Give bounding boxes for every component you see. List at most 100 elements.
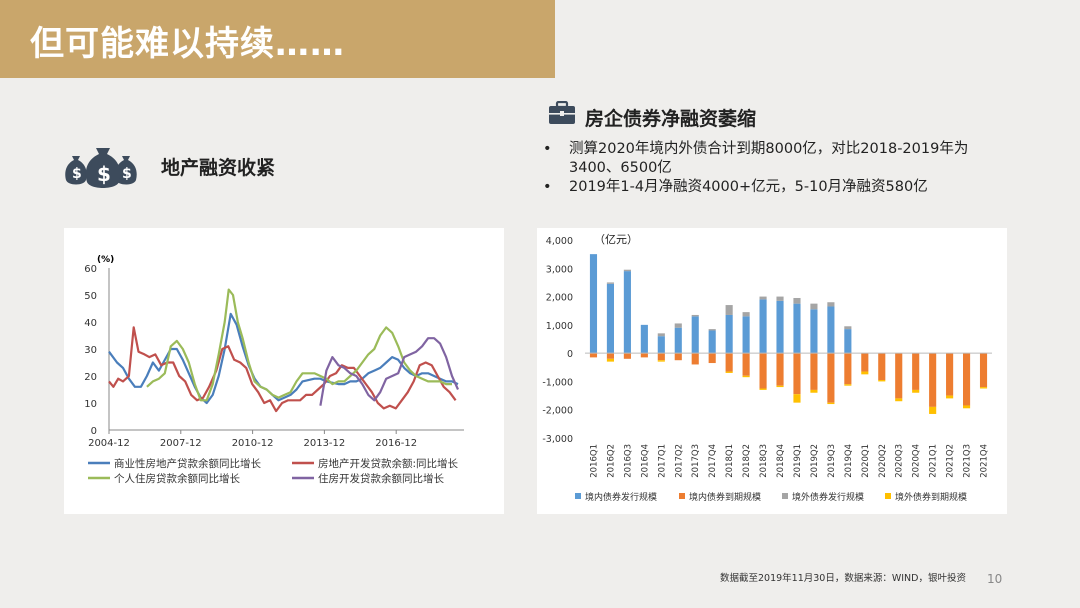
bar-segment	[742, 312, 750, 317]
x-tick-label: 2017Q1	[657, 444, 667, 478]
bar-segment	[979, 387, 988, 389]
bar-segment	[725, 314, 733, 354]
legend-label: 个人住房贷款余额同比增长	[114, 472, 240, 485]
x-tick-label: 2021Q2	[946, 444, 956, 478]
bar-segment	[810, 303, 818, 310]
bar-segment	[691, 353, 699, 365]
y-tick-label: -1,000	[542, 377, 573, 388]
bullet-marker: •	[543, 141, 552, 157]
bar-segment	[946, 353, 954, 396]
bar-segment	[895, 353, 903, 399]
legend-swatch	[782, 493, 788, 499]
x-tick-label: 2007-12	[160, 438, 202, 449]
y-tick-label: 60	[84, 264, 97, 275]
bar-segment	[691, 314, 699, 317]
bar-segment	[606, 353, 614, 359]
x-tick-label: 2004-12	[88, 438, 130, 449]
bar-segment	[725, 371, 733, 373]
bar-segment	[844, 326, 852, 330]
title-bar: 但可能难以持续……	[0, 0, 555, 78]
bar-segment	[844, 353, 852, 385]
legend-label: 住房开发贷款余额同比增长	[318, 472, 444, 485]
legend-label: 境外债券到期规模	[895, 491, 967, 503]
series-line	[146, 288, 452, 402]
series-line	[108, 312, 459, 405]
x-tick-label: 2016Q4	[640, 444, 650, 478]
legend-label: 境内债券到期规模	[689, 491, 761, 503]
list-item: • 2019年1-4月净融资4000+亿元，5-10月净融资580亿	[543, 178, 1013, 197]
bar-segment	[742, 316, 750, 354]
bar-segment	[810, 389, 818, 393]
y-tick-label: 10	[84, 399, 97, 410]
bar-segment	[776, 385, 784, 388]
bar-segment	[742, 353, 750, 376]
svg-text:$: $	[72, 166, 82, 182]
bar-segment	[827, 302, 835, 307]
bar-segment	[623, 271, 631, 354]
bar-segment	[657, 333, 665, 337]
x-tick-label: 2018Q4	[776, 444, 786, 478]
svg-text:$: $	[122, 166, 132, 182]
bar-segment	[759, 299, 767, 354]
y-tick-label: 0	[567, 349, 573, 360]
bar-segment	[827, 353, 835, 403]
bond-financing-chart-svg: -3,000 -2,000 -1,000 0 1,000 2,000 3,000 4,000 （…	[542, 233, 992, 503]
bar-segment	[589, 353, 598, 358]
bar-segment	[912, 353, 920, 390]
page-number: 10	[987, 572, 1003, 586]
bar-segment	[810, 309, 818, 354]
x-tick-label: 2010-12	[232, 438, 274, 449]
bar-segment	[963, 353, 971, 406]
bar-segment	[793, 353, 801, 395]
briefcase-icon	[549, 101, 575, 124]
page-title: 但可能难以持续……	[30, 24, 345, 64]
x-tick-label: 2016-12	[375, 438, 417, 449]
bar-segment	[861, 353, 869, 372]
bar-segment	[674, 327, 682, 354]
loan-growth-chart-svg: (%) 0 10 20 30 40 50 60 2004-12 2007-12 2010-12 201…	[84, 255, 464, 485]
y-tick-label: 4,000	[546, 236, 573, 247]
bar-segment	[844, 384, 852, 386]
legend-label: 商业性房地产贷款余额同比增长	[114, 457, 261, 470]
x-tick-label: 2019Q4	[844, 444, 854, 478]
bar-segment	[793, 303, 801, 354]
legend-label: 境内债券发行规模	[585, 491, 657, 503]
bar-segment	[963, 405, 971, 409]
bar-segment	[759, 296, 767, 300]
bar-segment	[946, 395, 954, 399]
bar-segment	[827, 402, 835, 405]
legend-label: 境外债券发行规模	[792, 491, 864, 503]
list-item: • 测算2020年境内外债合计到期8000亿，对比2018-2019年为3400…	[543, 140, 1013, 178]
y-tick-label: 0	[91, 426, 97, 437]
y-tick-label: 40	[84, 318, 97, 329]
bar-segment	[708, 330, 716, 354]
x-tick-label: 2013-12	[303, 438, 345, 449]
bar-segment	[878, 353, 886, 381]
bullet-list: • 测算2020年境内外债合计到期8000亿，对比2018-2019年为3400…	[543, 140, 1013, 197]
x-tick-label: 2021Q3	[963, 444, 973, 478]
x-tick-label: 2019Q2	[810, 444, 820, 478]
money-bags-icon: $ $ $	[65, 148, 137, 188]
bullet-text: 2019年1-4月净融资4000+亿元，5-10月净融资580亿	[569, 179, 928, 195]
bar-segment	[895, 398, 903, 402]
bar-segment	[640, 353, 648, 358]
series-line	[319, 337, 460, 406]
loan-growth-chart: (%) 0 10 20 30 40 50 60 2004-12 2007-12 2010-12 201…	[64, 228, 504, 514]
right-section-heading: 房企债券净融资萎缩	[585, 108, 757, 130]
bar-segment	[708, 353, 716, 364]
bar-segment	[878, 380, 886, 382]
bar-segment	[979, 353, 988, 388]
bar-segment	[708, 329, 716, 331]
y-tick-label: 20	[84, 372, 97, 383]
y-tick-label: 50	[84, 291, 97, 302]
y-tick-label: 1,000	[546, 321, 573, 332]
bar-segment	[691, 316, 699, 354]
legend-swatch	[679, 493, 685, 499]
bar-segment	[623, 353, 631, 359]
series-line	[108, 326, 457, 413]
bar-segment	[657, 360, 665, 362]
bar-segment	[759, 388, 767, 390]
bar-segment	[725, 305, 733, 315]
bar-segment	[861, 371, 869, 375]
bar-segment	[725, 353, 733, 372]
